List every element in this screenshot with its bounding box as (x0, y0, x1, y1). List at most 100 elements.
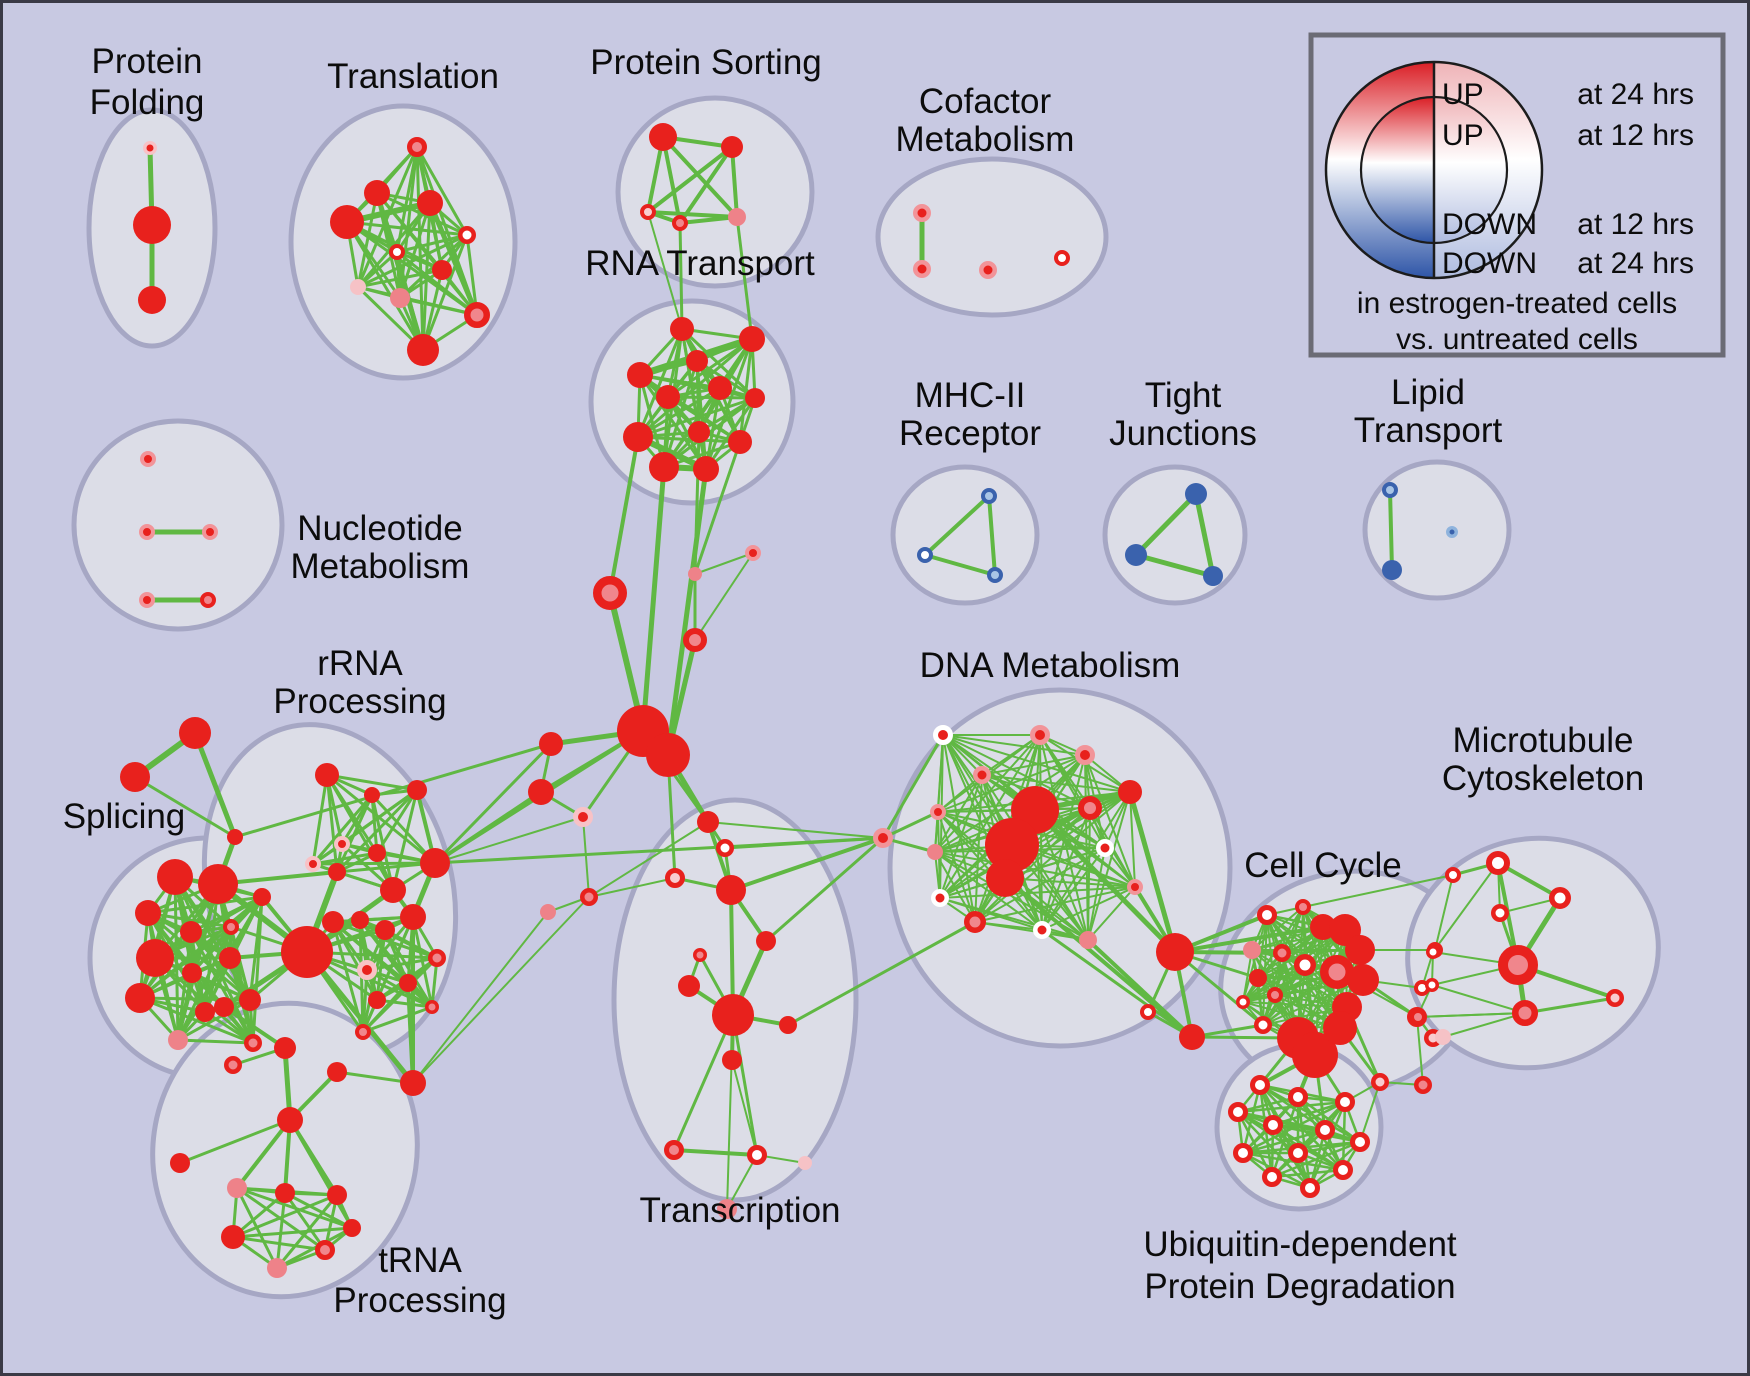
network-edge (356, 145, 419, 289)
network-node (1257, 905, 1277, 925)
cluster-label-splicing: Splicing (63, 797, 186, 836)
network-edge (311, 851, 379, 866)
network-node (697, 811, 719, 833)
network-node (399, 974, 417, 992)
network-node (327, 1185, 347, 1205)
network-edge (1087, 807, 1091, 941)
network-node (1446, 526, 1458, 538)
legend-time-label: at 24 hrs (1577, 247, 1694, 280)
network-edge (704, 337, 754, 471)
network-node (389, 244, 405, 260)
network-edge (1173, 925, 1325, 954)
network-node (364, 787, 380, 803)
network-node (322, 911, 344, 933)
network-node (1125, 544, 1147, 566)
network-node (656, 385, 680, 409)
network-edge (345, 220, 425, 352)
cluster-label-rrna-processing: Processing (273, 682, 446, 721)
network-edge (981, 754, 1086, 776)
network-edge (764, 836, 885, 943)
network-node (407, 334, 439, 366)
network-edge (311, 793, 374, 866)
network-edge (1087, 886, 1136, 941)
network-node (580, 888, 598, 906)
network-node (364, 180, 390, 206)
cluster-label-ubiquitin-dependent-protein-degradation: Protein Degradation (1144, 1267, 1455, 1306)
network-edge (1416, 1016, 1424, 1086)
network-node (1323, 1011, 1357, 1045)
network-edge (942, 734, 1086, 756)
network-edge (1251, 906, 1304, 951)
network-edge (1129, 791, 1136, 888)
legend-time-label: at 12 hrs (1577, 119, 1694, 152)
network-node (407, 780, 427, 800)
network-node (688, 421, 710, 443)
network-edge (146, 911, 207, 1014)
network-edge (178, 1118, 292, 1165)
cluster-label-trna-processing: tRNA (378, 1241, 462, 1280)
network-node (1236, 995, 1250, 1009)
network-node (1249, 969, 1267, 987)
cluster-label-protein-sorting: Protein Sorting (590, 43, 822, 82)
network-node (1233, 1143, 1253, 1163)
network-node (407, 137, 427, 157)
network-node (253, 888, 271, 906)
network-node (274, 1037, 296, 1059)
network-edge (465, 233, 479, 317)
cluster-label-microtubule-cytoskeleton: Cytoskeleton (1442, 759, 1644, 798)
network-edge (1241, 1128, 1327, 1155)
network-node (1127, 879, 1143, 895)
legend-direction-label: DOWN (1442, 247, 1537, 280)
network-node (665, 868, 685, 888)
network-edge (923, 553, 997, 577)
network-edge (1236, 1110, 1345, 1172)
cluster-ellipse-lipid-transport (1362, 459, 1512, 601)
cluster-label-mhc-ii-receptor: MHC-II (915, 376, 1026, 415)
cluster-label-lipid-transport: Lipid (1391, 373, 1465, 412)
network-edge (283, 1191, 327, 1252)
network-node (712, 994, 754, 1036)
network-node (716, 839, 734, 857)
network-node (157, 859, 193, 895)
cluster-label-mhc-ii-receptor: Receptor (899, 414, 1041, 453)
network-edge (374, 190, 426, 353)
network-edge (325, 773, 339, 874)
network-node (328, 863, 346, 881)
network-node (400, 1070, 426, 1096)
network-node (627, 362, 653, 388)
network-node (672, 215, 688, 231)
network-node (357, 960, 377, 980)
network-node (722, 1050, 742, 1070)
network-edge (693, 440, 742, 576)
network-node (1079, 931, 1097, 949)
network-edge (1193, 491, 1216, 579)
network-edge (974, 921, 1089, 941)
network-edge (283, 1191, 354, 1230)
cluster-label-protein-folding: Folding (90, 83, 205, 122)
network-node (1288, 1087, 1308, 1107)
network-node (239, 989, 261, 1011)
network-node (1030, 725, 1050, 745)
network-edge (1257, 977, 1348, 1008)
cluster-ellipse-cofactor-metabolism (875, 156, 1109, 318)
network-edge (251, 895, 264, 1045)
network-edge (694, 552, 754, 575)
network-edge (365, 956, 439, 972)
network-node (1254, 1016, 1272, 1034)
network-node (986, 859, 1024, 897)
network-edge (636, 435, 742, 444)
network-edge (427, 200, 480, 318)
network-edge (974, 807, 1091, 923)
cluster-label-dna-metabolism: DNA Metabolism (920, 646, 1181, 685)
network-node (1606, 989, 1624, 1007)
network-node (985, 818, 1039, 872)
network-edge (646, 145, 734, 214)
network-node (973, 766, 991, 784)
network-node (756, 931, 776, 951)
network-node (728, 208, 746, 226)
network-edge (133, 775, 237, 839)
network-node (1292, 1032, 1338, 1078)
network-edge (647, 211, 683, 330)
network-node (745, 388, 765, 408)
